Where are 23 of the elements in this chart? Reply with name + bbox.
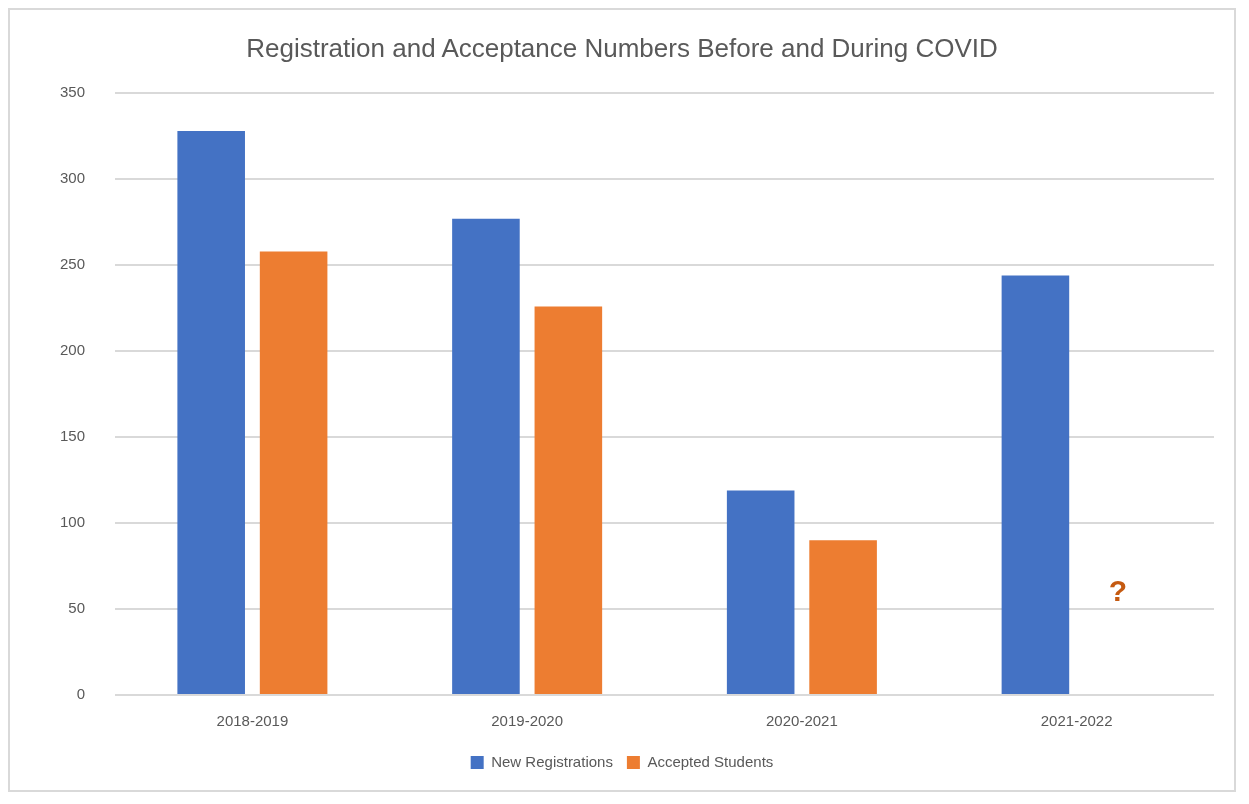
bar <box>177 131 245 694</box>
x-tick-label: 2021-2022 <box>1040 712 1113 730</box>
y-tick-label: 150 <box>60 427 86 445</box>
bar <box>259 251 328 694</box>
y-tick-label: 50 <box>68 599 86 617</box>
bar <box>452 218 520 694</box>
legend-label: New Registrations <box>491 752 613 770</box>
y-tick-label: 350 <box>60 83 86 101</box>
y-tick-label: 0 <box>76 685 86 703</box>
y-tick-label: 300 <box>60 169 86 187</box>
chart-title: Registration and Acceptance Numbers Before and During COVID <box>246 32 998 63</box>
annotation: ? <box>1108 573 1127 607</box>
x-tick-label: 2019-2020 <box>491 712 564 730</box>
bar <box>809 540 877 694</box>
legend-label: Accepted Students <box>647 752 774 770</box>
x-tick-label: 2018-2019 <box>216 712 289 730</box>
x-tick-label: 2020-2021 <box>766 712 838 730</box>
bar <box>726 490 795 694</box>
bar <box>1001 275 1070 694</box>
y-tick-label: 250 <box>60 255 86 273</box>
bar <box>534 306 603 694</box>
y-tick-label: 100 <box>60 513 86 531</box>
y-tick-label: 200 <box>60 341 86 359</box>
